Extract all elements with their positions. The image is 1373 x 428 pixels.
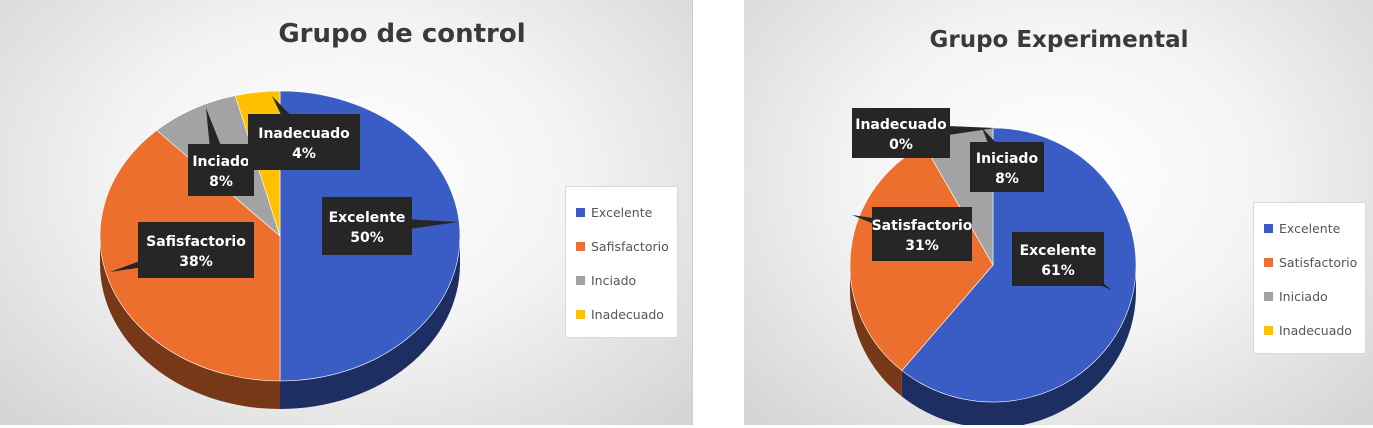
callout-name-inadecuado: Inadecuado: [258, 126, 350, 142]
pie-side-excelente: [901, 265, 1136, 425]
legend-swatch-inadecuado: [576, 309, 585, 319]
legend-item-satisfactorio: Satisfactorio: [1264, 245, 1357, 279]
legend-label-iniciado: Iniciado: [1279, 288, 1328, 304]
callout-box-inadecuado: [852, 108, 950, 158]
callout-name-inadecuado: Inadecuado: [855, 117, 947, 133]
pie-side-satisfactorio: [850, 265, 902, 397]
callout-name-safisfactorio: Safisfactorio: [146, 234, 246, 250]
data-labels-experimental: Excelente 61% Satisfactorio 31% Iniciado 8% In…: [852, 108, 1112, 290]
callout-value-excelente: 61%: [1041, 263, 1075, 279]
legend-label-inciado: Inciado: [591, 272, 637, 288]
legend-swatch-safisfactorio: [576, 241, 585, 251]
pie-side-safisfactorio: [100, 236, 280, 409]
callout-value-safisfactorio: 38%: [179, 254, 213, 270]
legend-swatch-inadecuado: [1264, 325, 1273, 335]
legend-swatch-excelente: [1264, 223, 1273, 233]
chart-control-svg: Grupo de control Excelente 50% Safisfactori…: [99, 19, 526, 409]
legend-label-excelente: Excelente: [591, 204, 653, 220]
legend-item-safisfactorio: Safisfactorio: [576, 229, 669, 263]
callout-box-inadecuado: [248, 114, 360, 170]
legend-swatch-inciado: [576, 275, 585, 285]
legend-label-safisfactorio: Safisfactorio: [591, 238, 669, 254]
legend-label-inadecuado: Inadecuado: [591, 306, 664, 322]
data-labels-control: Excelente 50% Safisfactorio 38% Inciado 8% Ina…: [110, 96, 458, 278]
callout-box-excelente: [322, 197, 412, 255]
legend-swatch-iniciado: [1264, 291, 1273, 301]
legend-control: Excelente Safisfactorio Inciado Inadecuado: [565, 186, 678, 338]
legend-item-excelente: Excelente: [576, 195, 669, 229]
chart-control-panel: Grupo de control Excelente 50% Safisfactori…: [0, 0, 693, 425]
chart-experimental-panel: Grupo Experimental Excelente 61% Satisfacto…: [744, 0, 1373, 425]
pie-sides-control: [100, 236, 460, 409]
callout-value-inadecuado: 4%: [292, 146, 316, 162]
chart-title-experimental: Grupo Experimental: [929, 27, 1188, 53]
callout-box-iniciado: [970, 142, 1044, 192]
pie-sides-experimental: [850, 265, 1136, 425]
callout-name-excelente: Excelente: [329, 210, 406, 226]
legend-label-inadecuado: Inadecuado: [1279, 322, 1352, 338]
callout-value-satisfactorio: 31%: [905, 238, 939, 254]
legend-label-satisfactorio: Satisfactorio: [1279, 254, 1358, 270]
pie-side-excelente: [280, 236, 460, 409]
callout-name-inciado: Inciado: [192, 154, 250, 170]
callout-box-inciado: [188, 144, 254, 196]
legend-swatch-satisfactorio: [1264, 257, 1273, 267]
callout-value-inciado: 8%: [209, 174, 233, 190]
callout-box-satisfactorio: [872, 207, 972, 261]
legend-item-excelente: Excelente: [1264, 211, 1357, 245]
callout-name-excelente: Excelente: [1020, 243, 1097, 259]
legend-label-excelente: Excelente: [1279, 220, 1341, 236]
callout-box-safisfactorio: [138, 222, 254, 278]
legend-experimental: Excelente Satisfactorio Iniciado Inadecuado: [1253, 202, 1367, 354]
callout-value-excelente: 50%: [350, 230, 384, 246]
callout-box-excelente: [1012, 232, 1104, 286]
callout-name-satisfactorio: Satisfactorio: [872, 218, 973, 234]
callout-name-iniciado: Iniciado: [976, 151, 1039, 167]
legend-swatch-excelente: [576, 207, 585, 217]
legend-item-inadecuado: Inadecuado: [576, 297, 669, 331]
legend-item-iniciado: Iniciado: [1264, 279, 1357, 313]
chart-title-control: Grupo de control: [278, 19, 525, 49]
chart-experimental-svg: Grupo Experimental Excelente 61% Satisfacto…: [849, 27, 1189, 425]
callout-value-iniciado: 8%: [995, 171, 1019, 187]
callout-value-inadecuado: 0%: [889, 137, 913, 153]
legend-item-inadecuado: Inadecuado: [1264, 313, 1357, 347]
legend-item-inciado: Inciado: [576, 263, 669, 297]
